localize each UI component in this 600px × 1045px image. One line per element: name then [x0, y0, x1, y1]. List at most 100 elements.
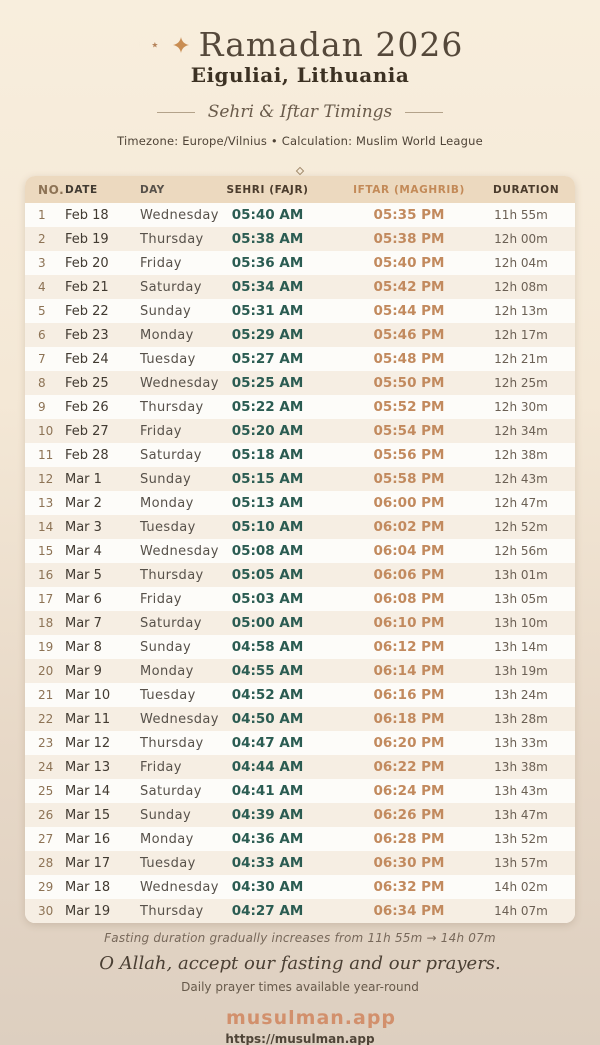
row-iftar-time: 05:35 PM: [373, 207, 445, 223]
row-sehri-time: 05:27 AM: [231, 351, 304, 367]
row-duration: 12h 30m: [494, 400, 548, 414]
row-iftar-time: 06:34 PM: [373, 903, 445, 919]
divider-line-left: [156, 111, 195, 113]
duration-note: Fasting duration gradually increases fro…: [104, 931, 496, 945]
row-duration: 12h 04m: [494, 256, 548, 270]
table-row: 27 Mar 16 Monday 04:36 AM 06:28 PM 13h 5…: [25, 827, 575, 851]
row-duration: 13h 43m: [494, 784, 548, 798]
row-duration: 12h 43m: [494, 472, 548, 486]
row-sehri-time: 05:29 AM: [231, 327, 304, 343]
row-day: Sunday: [140, 639, 192, 655]
row-sehri-time: 05:25 AM: [231, 375, 304, 391]
col-header-sehri: SEHRI (FAJR): [226, 183, 309, 196]
row-sehri-time: 04:36 AM: [231, 831, 304, 847]
row-day: Sunday: [140, 471, 192, 487]
row-day: Saturday: [140, 447, 202, 463]
row-date: Mar 7: [65, 615, 102, 631]
row-duration: 13h 28m: [494, 712, 548, 726]
row-date: Feb 24: [65, 351, 109, 367]
row-day: Sunday: [140, 303, 192, 319]
row-date: Feb 23: [65, 327, 109, 343]
row-duration: 12h 47m: [494, 496, 548, 510]
crescent-icon: [204, 1011, 219, 1026]
location-subtitle: Eiguliai, Lithuania: [190, 63, 410, 87]
row-iftar-time: 06:24 PM: [373, 783, 445, 799]
row-day: Tuesday: [140, 687, 196, 703]
row-no: 10: [38, 424, 54, 438]
row-day: Sunday: [140, 807, 192, 823]
row-iftar-time: 06:14 PM: [373, 663, 445, 679]
row-no: 17: [38, 592, 54, 606]
row-date: Mar 11: [65, 711, 111, 727]
header: Ramadan 2026 Eiguliai, Lithuania Sehri &…: [0, 0, 600, 176]
row-no: 7: [38, 352, 46, 366]
row-date: Feb 26: [65, 399, 109, 415]
timings-table: NO. DATE DAY SEHRI (FAJR) IFTAR (MAGHRIB…: [25, 176, 575, 923]
row-day: Monday: [140, 327, 194, 343]
row-duration: 12h 56m: [494, 544, 548, 558]
table-row: 30 Mar 19 Thursday 04:27 AM 06:34 PM 14h…: [25, 899, 575, 923]
crescent-star-icon: [137, 32, 163, 58]
row-no: 3: [38, 256, 46, 270]
row-duration: 13h 05m: [494, 592, 548, 606]
row-sehri-time: 05:15 AM: [231, 471, 304, 487]
row-no: 27: [38, 832, 54, 846]
table-row: 11 Feb 28 Saturday 05:18 AM 05:56 PM 12h…: [25, 443, 575, 467]
row-duration: 13h 14m: [494, 640, 548, 654]
row-date: Mar 5: [65, 567, 102, 583]
col-header-duration: DURATION: [493, 183, 560, 196]
row-no: 26: [38, 808, 54, 822]
diamond-outline-icon: [295, 166, 305, 176]
table-row: 6 Feb 23 Monday 05:29 AM 05:46 PM 12h 17…: [25, 323, 575, 347]
table-row: 3 Feb 20 Friday 05:36 AM 05:40 PM 12h 04…: [25, 251, 575, 275]
divider-line-right: [405, 111, 444, 113]
row-sehri-time: 04:52 AM: [231, 687, 304, 703]
row-sehri-time: 05:22 AM: [231, 399, 304, 415]
row-no: 28: [38, 856, 54, 870]
row-iftar-time: 05:48 PM: [373, 351, 445, 367]
col-header-date: DATE: [65, 183, 98, 196]
row-day: Friday: [140, 759, 182, 775]
table-row: 23 Mar 12 Thursday 04:47 AM 06:20 PM 13h…: [25, 731, 575, 755]
brand-row: musulman.app: [0, 1007, 600, 1029]
brand-url: https://musulman.app: [225, 1032, 375, 1045]
row-day: Wednesday: [140, 543, 219, 559]
row-day: Friday: [140, 423, 182, 439]
row-no: 19: [38, 640, 54, 654]
row-no: 1: [38, 208, 46, 222]
row-duration: 14h 07m: [494, 904, 548, 918]
row-iftar-time: 05:54 PM: [373, 423, 445, 439]
col-header-no: NO.: [38, 182, 65, 197]
row-duration: 13h 01m: [494, 568, 548, 582]
row-date: Feb 28: [65, 447, 109, 463]
row-date: Mar 2: [65, 495, 102, 511]
row-day: Saturday: [140, 615, 202, 631]
row-day: Wednesday: [140, 375, 219, 391]
row-duration: 12h 25m: [494, 376, 548, 390]
row-sehri-time: 05:34 AM: [231, 279, 304, 295]
row-no: 14: [38, 520, 54, 534]
row-date: Feb 25: [65, 375, 109, 391]
table-row: 18 Mar 7 Saturday 05:00 AM 06:10 PM 13h …: [25, 611, 575, 635]
row-day: Tuesday: [140, 855, 196, 871]
row-no: 16: [38, 568, 54, 582]
row-day: Wednesday: [140, 879, 219, 895]
row-date: Feb 21: [65, 279, 109, 295]
timezone-calculation-meta: Timezone: Europe/Vilnius • Calculation: …: [117, 134, 483, 148]
row-iftar-time: 06:28 PM: [373, 831, 445, 847]
row-iftar-time: 05:46 PM: [373, 327, 445, 343]
row-sehri-time: 05:08 AM: [231, 543, 304, 559]
availability-note: Daily prayer times available year-round: [181, 980, 419, 994]
table-row: 8 Feb 25 Wednesday 05:25 AM 05:50 PM 12h…: [25, 371, 575, 395]
row-duration: 12h 52m: [494, 520, 548, 534]
table-row: 7 Feb 24 Tuesday 05:27 AM 05:48 PM 12h 2…: [25, 347, 575, 371]
table-row: 25 Mar 14 Saturday 04:41 AM 06:24 PM 13h…: [25, 779, 575, 803]
row-no: 21: [38, 688, 54, 702]
row-date: Mar 17: [65, 855, 111, 871]
row-day: Wednesday: [140, 711, 219, 727]
row-duration: 12h 08m: [494, 280, 548, 294]
row-no: 20: [38, 664, 54, 678]
footer: Fasting duration gradually increases fro…: [0, 931, 600, 1045]
row-date: Mar 15: [65, 807, 111, 823]
table-row: 20 Mar 9 Monday 04:55 AM 06:14 PM 13h 19…: [25, 659, 575, 683]
